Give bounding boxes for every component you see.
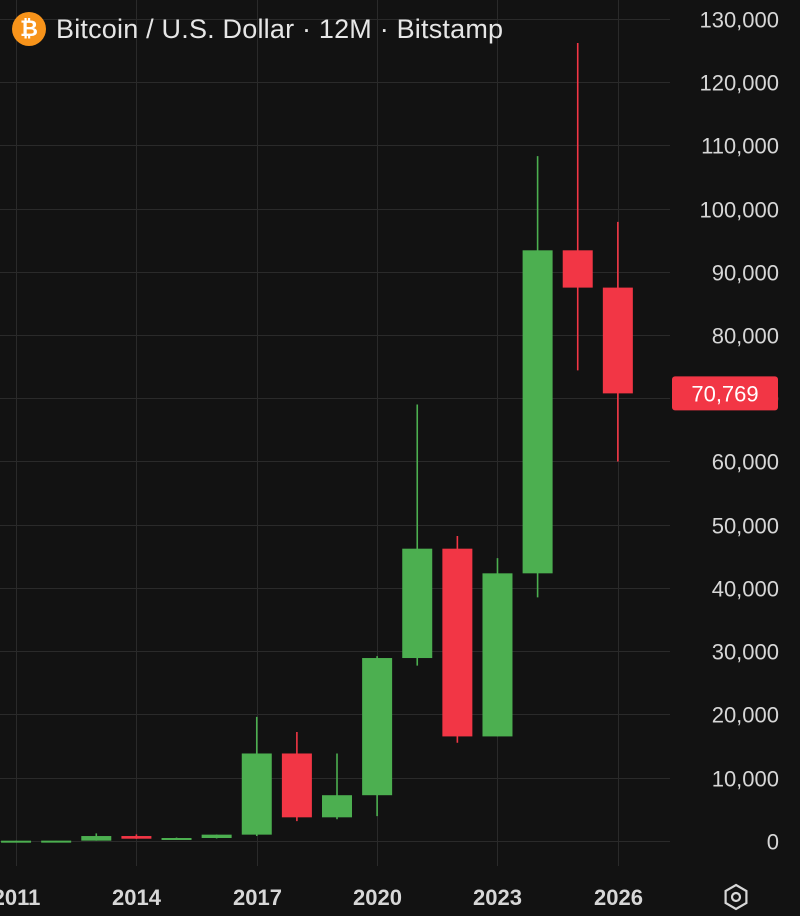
x-tick-label: 2017 <box>233 885 282 910</box>
candle-body <box>482 573 513 737</box>
x-tick-label: 2023 <box>473 885 522 910</box>
bitcoin-icon: ₿ <box>12 12 46 46</box>
y-tick-label: 100,000 <box>699 198 779 223</box>
candle-body <box>322 795 353 818</box>
candle-body <box>1 840 32 843</box>
y-tick-label: 40,000 <box>712 577 779 602</box>
hexagon-settings-icon[interactable] <box>721 882 751 912</box>
candle-body <box>522 250 553 574</box>
y-tick-label: 10,000 <box>712 767 779 792</box>
y-tick-label: 30,000 <box>712 640 779 665</box>
y-tick-label: 130,000 <box>699 8 779 33</box>
y-tick-label: 110,000 <box>701 134 779 159</box>
y-tick-label: 50,000 <box>712 514 779 539</box>
x-tick-label: 2026 <box>594 885 643 910</box>
price-tag <box>672 376 778 411</box>
y-tick-label: 0 <box>767 830 779 855</box>
symbol-title[interactable]: Bitcoin / U.S. Dollar · 12M · Bitstamp <box>56 13 504 44</box>
y-tick-label: 20,000 <box>712 703 779 728</box>
y-tick-label: 60,000 <box>712 450 779 475</box>
candle-body <box>241 753 272 835</box>
x-tick-label: 2011 <box>0 885 40 910</box>
candle-body <box>121 836 152 839</box>
candle-body <box>81 836 112 841</box>
candle-body <box>362 658 393 796</box>
y-tick-label: 80,000 <box>712 324 779 349</box>
candle-body <box>161 837 192 840</box>
chart-header: ₿ Bitcoin / U.S. Dollar · 12M · Bitstamp <box>12 12 503 46</box>
candle-body <box>402 548 433 659</box>
y-tick-label: 120,000 <box>699 71 779 96</box>
candle-body <box>281 753 312 818</box>
candle-body <box>201 834 232 838</box>
x-tick-label: 2014 <box>112 885 162 910</box>
y-tick-label: 90,000 <box>712 261 779 286</box>
current-price-label: 70,769 <box>691 381 758 406</box>
candle-body <box>442 548 473 737</box>
x-tick-label: 2020 <box>353 885 402 910</box>
candle-body <box>562 250 593 288</box>
candle-body <box>41 840 72 843</box>
candle-body <box>602 287 633 394</box>
